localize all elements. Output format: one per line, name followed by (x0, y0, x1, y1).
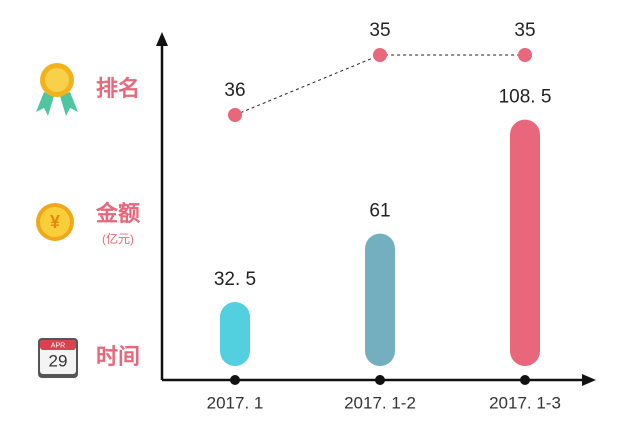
bar (510, 119, 540, 366)
calendar-icon: APR 29 (38, 338, 78, 378)
medal-icon (36, 63, 78, 116)
coin-icon: ¥ (36, 203, 74, 241)
x-tick-dot (230, 375, 240, 385)
bar-value-label: 108. 5 (499, 87, 552, 108)
bar (365, 233, 395, 366)
x-tick-label: 2017. 1-2 (344, 393, 416, 412)
rank-value-label: 36 (224, 80, 245, 101)
x-tick-label: 2017. 1 (207, 393, 264, 412)
coin-symbol: ¥ (50, 212, 60, 232)
bar-value-label: 32. 5 (214, 269, 256, 290)
calendar-day: 29 (49, 351, 68, 370)
rank-point (518, 48, 532, 62)
rank-label: 排名 (96, 76, 140, 101)
rank-value-label: 35 (514, 20, 535, 41)
y-axis-arrow (156, 32, 168, 46)
rank-point (373, 48, 387, 62)
bar (220, 302, 250, 366)
time-label: 时间 (96, 344, 140, 369)
x-axis-arrow (582, 374, 596, 386)
rank-line (234, 54, 525, 116)
x-tick-dot (520, 375, 530, 385)
amount-unit: (亿元) (102, 231, 134, 246)
bar-value-label: 61 (369, 201, 390, 222)
rank-point (228, 108, 242, 122)
x-tick-label: 2017. 1-3 (489, 393, 561, 412)
rank-value-label: 35 (369, 20, 390, 41)
amount-label: 金额 (95, 201, 140, 226)
calendar-month: APR (51, 342, 65, 349)
x-tick-dot (375, 375, 385, 385)
